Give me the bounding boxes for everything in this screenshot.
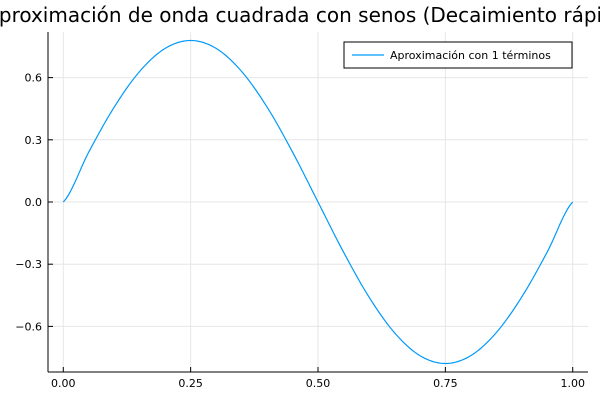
legend: Aproximación con 1 términos [343, 41, 573, 69]
series-layer [62, 39, 574, 365]
chart-title: Aproximación de onda cuadrada con senos … [0, 3, 600, 27]
y-tick-label: 0.3 [25, 134, 43, 147]
x-tick-label: 0.25 [178, 377, 203, 390]
x-tick-label: 0.00 [51, 377, 76, 390]
y-tick-label: −0.3 [15, 258, 42, 271]
legend-label: Aproximación con 1 términos [390, 49, 551, 62]
x-tick-label: 1.00 [560, 377, 585, 390]
y-tick-label: −0.6 [15, 320, 42, 333]
x-tick-label: 0.75 [433, 377, 458, 390]
ticks: 0.00 0.25 0.50 0.75 1.00 −0.6 −0.3 0.0 0.3 0.6 [15, 72, 585, 390]
x-tick-label: 0.50 [306, 377, 331, 390]
y-tick-label: 0.6 [25, 72, 43, 85]
series-line [62, 39, 574, 365]
y-tick-label: 0.0 [25, 196, 43, 209]
